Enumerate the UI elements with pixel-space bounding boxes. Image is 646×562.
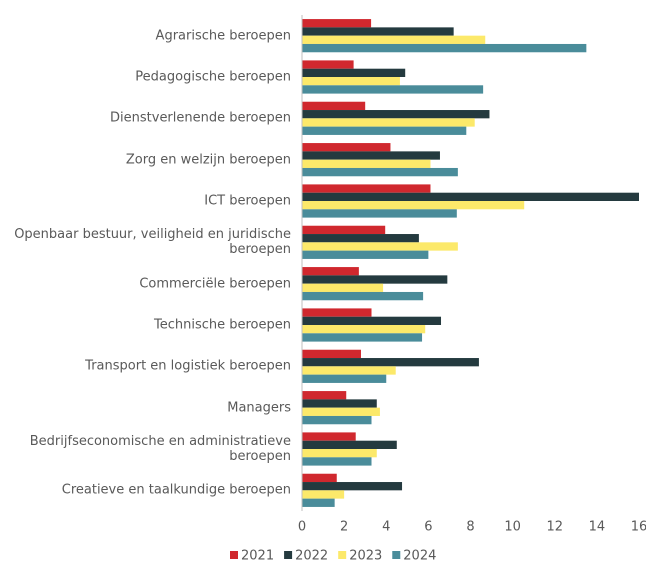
bar xyxy=(302,415,372,425)
category-label: Transport en logistiek beroepen xyxy=(85,358,291,374)
bar xyxy=(302,159,431,168)
bar xyxy=(302,151,440,160)
bar xyxy=(302,275,448,284)
x-tick-label: 12 xyxy=(546,520,563,535)
bar xyxy=(302,143,391,152)
legend-swatch xyxy=(338,551,347,559)
x-tick-label: 6 xyxy=(424,520,432,535)
category-label: Creatieve en taalkundige beroepen xyxy=(61,482,291,498)
bar xyxy=(302,333,423,342)
bar xyxy=(302,374,387,383)
bar xyxy=(302,201,525,210)
bar xyxy=(302,316,442,325)
bar xyxy=(302,35,486,44)
bar xyxy=(302,267,359,276)
category-label: Pedagogische beroepen xyxy=(135,69,291,85)
bar xyxy=(302,126,467,135)
bar xyxy=(302,68,406,77)
bar xyxy=(302,407,380,416)
bar xyxy=(302,349,361,359)
legend-swatch xyxy=(230,551,238,559)
bar xyxy=(302,325,426,334)
category-label: Technische beroepen xyxy=(153,317,291,333)
x-tick-label: 4 xyxy=(382,520,390,535)
bar xyxy=(302,77,400,86)
bar xyxy=(302,101,366,111)
category-label: Dienstverlenende beroepen xyxy=(110,110,291,126)
legend-swatch xyxy=(392,551,401,559)
bar xyxy=(302,118,475,127)
bar xyxy=(302,432,356,441)
legend-label: 2023 xyxy=(349,549,382,562)
category-label: ICT beroepen xyxy=(204,193,291,209)
x-tick-label: 0 xyxy=(298,520,306,535)
bar xyxy=(302,242,458,251)
bar xyxy=(302,167,458,177)
legend-label: 2022 xyxy=(295,549,328,562)
category-label: Agrarische beroepen xyxy=(155,28,291,44)
bar xyxy=(302,19,372,28)
bar xyxy=(302,498,335,507)
bar xyxy=(302,60,354,69)
legend-swatch xyxy=(284,551,293,559)
bar xyxy=(302,250,429,259)
x-tick-label: 10 xyxy=(504,520,521,535)
bar xyxy=(302,291,424,301)
bar xyxy=(302,43,587,53)
bar xyxy=(302,308,372,317)
category-label: Bedrijfseconomische en administratieve b… xyxy=(29,434,291,464)
category-label: Openbaar bestuur, veiligheid en juridisc… xyxy=(14,227,291,258)
bar xyxy=(302,366,396,375)
category-label: Managers xyxy=(227,400,291,416)
bar xyxy=(302,490,345,499)
x-tick-label: 14 xyxy=(589,520,606,535)
bar xyxy=(302,482,403,491)
bar xyxy=(302,192,639,201)
category-label: Zorg en welzijn beroepen xyxy=(125,152,291,168)
bar xyxy=(302,209,457,218)
bar xyxy=(302,473,337,483)
bar xyxy=(302,110,490,119)
legend-label: 2024 xyxy=(403,549,436,562)
legend-label: 2021 xyxy=(241,549,274,562)
x-tick-label: 2 xyxy=(340,520,348,535)
bar xyxy=(302,440,397,449)
x-tick-label: 8 xyxy=(466,520,474,535)
bar xyxy=(302,358,479,367)
bar xyxy=(302,399,377,408)
x-tick-label: 16 xyxy=(631,520,646,535)
bar xyxy=(302,85,484,94)
bar xyxy=(302,457,372,466)
bar xyxy=(302,234,419,243)
bar xyxy=(302,391,347,400)
bar xyxy=(302,27,454,36)
bar xyxy=(302,184,431,193)
category-label: Commerciële beroepen xyxy=(139,276,291,292)
bar xyxy=(302,225,386,235)
bar xyxy=(302,449,377,458)
bar xyxy=(302,283,384,292)
